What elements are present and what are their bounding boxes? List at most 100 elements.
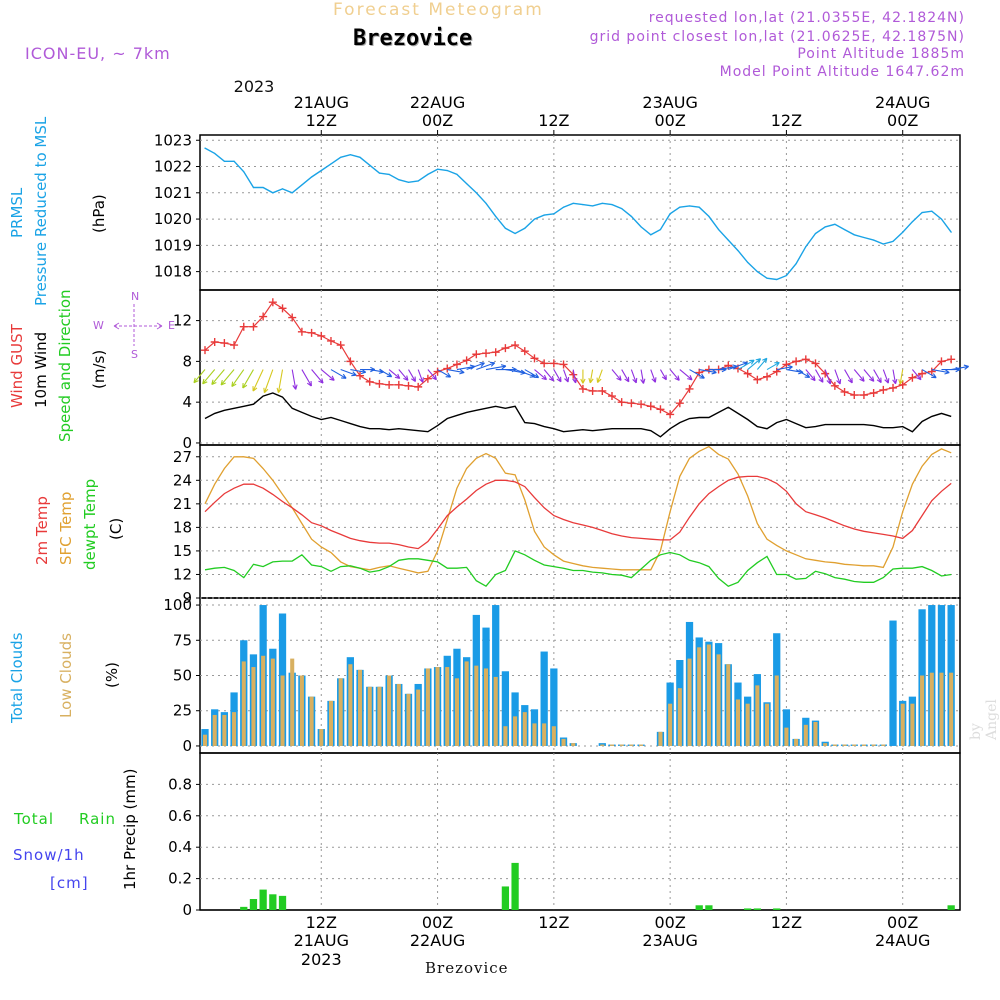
gust-marker xyxy=(201,346,209,355)
top-hour-label: 00Z xyxy=(887,111,918,130)
low-clouds-bar xyxy=(784,727,789,746)
gust-marker xyxy=(947,355,956,364)
wind-direction-arrow xyxy=(417,369,424,383)
gust-marker xyxy=(598,386,607,395)
pressure-point xyxy=(359,156,361,158)
low-clouds-bar xyxy=(929,672,934,746)
pressure-point xyxy=(679,206,681,208)
y-tick-label: 27 xyxy=(173,448,192,466)
wind-direction-arrow xyxy=(611,369,622,381)
panel-frame-0 xyxy=(199,134,961,291)
pressure-point xyxy=(456,173,458,176)
pressure-point xyxy=(281,188,284,190)
low-clouds-bar xyxy=(522,712,527,746)
total-clouds-bar xyxy=(501,671,510,746)
y-tick-label: 0 xyxy=(182,434,192,452)
pressure-point xyxy=(204,147,206,149)
gust-marker xyxy=(811,359,820,368)
wind-direction-arrow xyxy=(263,369,274,394)
wind-direction-arrow xyxy=(911,369,922,381)
model-label: ICON-EU, ~ 7km xyxy=(25,44,171,63)
wind-direction-arrow xyxy=(756,357,768,370)
gust-marker xyxy=(307,328,316,337)
low-clouds-bar xyxy=(900,703,905,746)
temp-series-line xyxy=(204,475,952,550)
pressure-point xyxy=(495,215,497,218)
pressure-point xyxy=(824,226,826,228)
wind-direction-arrow xyxy=(563,369,570,383)
y-tick-label: 24 xyxy=(173,471,192,489)
wind-direction-arrow xyxy=(650,369,657,383)
total-clouds-bar xyxy=(492,605,500,746)
gust-marker xyxy=(288,313,297,322)
y-tick-label: 1019 xyxy=(154,236,192,254)
pressure-point xyxy=(814,232,817,235)
pressure-point xyxy=(553,213,555,215)
wind-direction-arrow xyxy=(588,369,594,384)
rain-bar xyxy=(695,905,703,910)
wind-series-line xyxy=(204,392,952,438)
low-clouds-bar xyxy=(241,661,246,746)
compass-rose-icon xyxy=(113,304,163,346)
gust-marker xyxy=(772,367,781,376)
top-hour-label: 12Z xyxy=(306,111,337,130)
low-clouds-bar xyxy=(493,676,498,746)
low-clouds-bar xyxy=(832,744,837,746)
pressure-point xyxy=(524,227,526,229)
wind-direction-arrow xyxy=(466,361,485,371)
wind-direction-arrow xyxy=(427,369,437,381)
pressure-point xyxy=(436,168,439,170)
low-clouds-bar xyxy=(803,724,808,746)
gust-marker xyxy=(559,360,568,369)
low-clouds-bar xyxy=(726,664,731,746)
rain-bar xyxy=(501,886,510,910)
bottom-hour-label: 12Z xyxy=(771,913,802,932)
low-clouds-bar xyxy=(765,703,770,746)
rain-bar xyxy=(744,908,752,910)
wind-direction-arrow xyxy=(630,369,638,384)
top-year-label: 2023 xyxy=(233,77,275,96)
wind-direction-arrow xyxy=(447,368,465,375)
low-clouds-bar xyxy=(600,744,605,746)
gust-marker xyxy=(452,360,461,369)
pressure-point xyxy=(378,172,381,174)
low-clouds-bar xyxy=(658,731,663,746)
pressure-point xyxy=(427,173,429,176)
low-clouds-bar xyxy=(542,723,547,746)
wind-direction-arrow xyxy=(844,369,853,384)
y-tick-label: 12 xyxy=(173,312,192,330)
wind-direction-arrow xyxy=(621,369,630,383)
wind-direction-arrow xyxy=(834,369,842,385)
low-clouds-bar xyxy=(387,675,392,746)
y-tick-label: 0 xyxy=(182,901,192,919)
wind-direction-arrow xyxy=(379,369,393,378)
pressure-point xyxy=(466,183,468,185)
top-date-label: 24AUG xyxy=(875,93,930,112)
bottom-hour-label: 12Z xyxy=(306,913,337,932)
wind-direction-arrow xyxy=(580,369,586,384)
wind-direction-arrow xyxy=(388,369,401,380)
rain-bar xyxy=(278,895,287,910)
pressure-point xyxy=(369,164,371,166)
gust-marker xyxy=(869,388,878,397)
pressure-point xyxy=(766,277,768,279)
compass-e: E xyxy=(168,319,175,332)
gust-marker xyxy=(540,359,549,368)
gust-marker xyxy=(675,399,684,408)
gust-marker xyxy=(375,379,384,388)
gust-marker xyxy=(666,410,675,419)
pressure-point xyxy=(572,202,574,204)
low-clouds-bar xyxy=(396,683,401,746)
gust-marker xyxy=(850,391,859,400)
gust-marker xyxy=(637,400,646,409)
pressure-point xyxy=(485,202,487,204)
pressure-point xyxy=(233,160,235,162)
pressure-point xyxy=(582,204,584,206)
low-clouds-bar xyxy=(435,667,440,746)
gust-marker xyxy=(530,354,539,363)
low-clouds-bar xyxy=(755,685,760,746)
low-clouds-bar xyxy=(716,654,721,746)
low-clouds-bar xyxy=(270,658,275,746)
low-clouds-bar xyxy=(358,669,363,746)
credit-text: by Angel xyxy=(968,699,1000,740)
